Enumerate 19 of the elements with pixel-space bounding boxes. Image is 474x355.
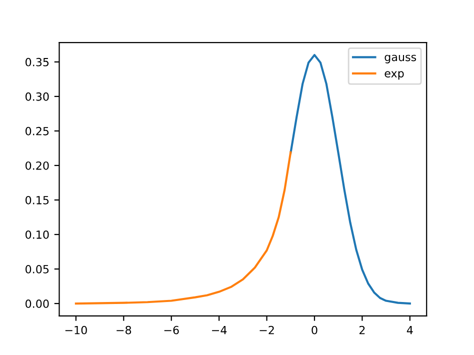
legend-label: gauss <box>384 54 416 64</box>
y-tick-label: 0.10 <box>26 230 49 239</box>
y-tick-label: 0.05 <box>26 264 49 274</box>
x-tick-label: −8 <box>116 326 132 334</box>
x-tick-label: −10 <box>65 326 87 334</box>
y-tick-label: 0.30 <box>26 92 49 101</box>
y-tick-label: 0.20 <box>26 161 49 170</box>
y-tick-label: 0.25 <box>26 126 49 136</box>
x-tick-label: 2 <box>359 326 365 334</box>
legend-label: exp <box>384 71 404 80</box>
y-tick-label: 0.35 <box>26 58 49 66</box>
x-tick-label: 4 <box>406 326 413 334</box>
x-tick-label: −2 <box>260 326 274 334</box>
x-tick-label: −6 <box>164 326 179 334</box>
line-series <box>74 151 292 305</box>
y-tick-label: 0.15 <box>26 196 49 204</box>
y-tick-label: 0.00 <box>26 300 49 308</box>
x-tick-label: 0 <box>312 326 318 334</box>
x-tick-label: −4 <box>212 326 227 334</box>
